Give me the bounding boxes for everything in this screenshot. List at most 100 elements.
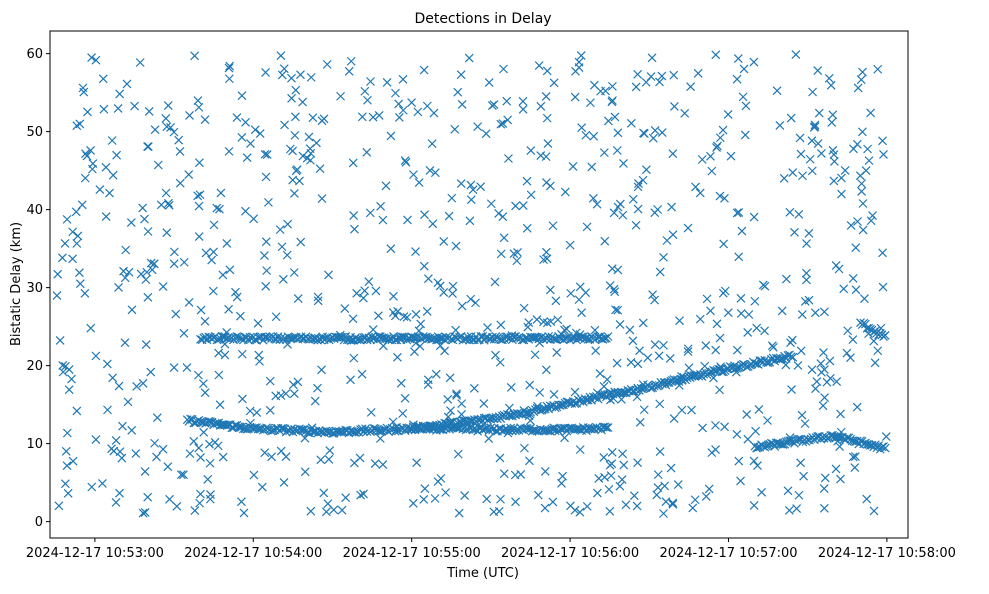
detection-marker	[193, 191, 203, 201]
detection-marker	[370, 459, 380, 469]
detection-marker	[58, 367, 68, 377]
detection-marker	[542, 178, 551, 187]
detection-marker	[460, 491, 470, 500]
detection-marker	[288, 427, 298, 437]
detection-marker	[261, 172, 271, 182]
detection-marker	[260, 149, 270, 159]
detection-marker	[697, 155, 707, 164]
detection-marker	[378, 215, 388, 225]
detection-marker	[142, 267, 152, 277]
detection-marker	[420, 484, 430, 494]
detection-marker	[599, 381, 609, 391]
detection-marker	[427, 139, 437, 149]
detection-marker	[196, 489, 205, 499]
detection-marker	[313, 296, 323, 306]
detection-marker	[549, 78, 559, 88]
detection-marker	[837, 173, 846, 183]
detection-marker	[398, 409, 408, 418]
y-tick-label: 0	[35, 515, 43, 530]
detection-marker	[592, 199, 602, 209]
detection-marker	[306, 72, 316, 82]
detection-marker	[826, 80, 836, 90]
x-axis-label: Time (UTC)	[446, 566, 519, 581]
detection-marker	[732, 74, 742, 84]
detection-marker	[562, 324, 572, 334]
detection-marker	[653, 470, 663, 480]
detection-marker	[632, 501, 642, 511]
detection-marker	[683, 223, 693, 233]
detection-marker	[374, 332, 384, 341]
detection-marker	[120, 338, 130, 348]
detection-marker	[610, 112, 620, 122]
detection-marker	[858, 199, 868, 208]
detection-marker	[344, 66, 354, 76]
detection-marker	[736, 476, 745, 486]
detection-marker	[521, 408, 530, 418]
detection-marker	[797, 410, 807, 420]
detection-marker	[360, 86, 370, 96]
detection-marker	[349, 353, 359, 363]
detection-marker	[422, 101, 432, 111]
detection-marker	[817, 367, 826, 377]
detection-marker	[779, 173, 789, 183]
detection-marker	[190, 51, 200, 61]
detection-marker	[650, 340, 660, 350]
detection-marker	[407, 98, 417, 107]
detection-marker	[796, 149, 806, 159]
detection-marker	[635, 346, 644, 356]
detection-marker	[340, 304, 350, 313]
y-tick-label: 20	[26, 359, 43, 374]
detection-marker	[277, 70, 287, 80]
detection-marker	[364, 277, 374, 287]
detection-marker	[210, 437, 220, 447]
detection-marker	[87, 164, 97, 174]
detection-marker	[156, 200, 166, 210]
detection-marker	[484, 78, 494, 87]
detection-marker	[783, 486, 793, 496]
detection-marker	[393, 307, 403, 316]
detection-marker	[62, 461, 72, 471]
detection-marker	[275, 225, 285, 235]
detection-marker	[655, 77, 664, 87]
detection-marker	[398, 74, 408, 84]
detection-marker	[863, 144, 872, 154]
detection-marker	[839, 284, 849, 294]
detection-marker	[373, 311, 383, 321]
y-axis-label: Bistatic Delay (km)	[9, 222, 24, 346]
detection-marker	[113, 104, 123, 113]
detection-marker	[669, 70, 679, 80]
detection-marker	[378, 460, 388, 470]
detection-marker	[163, 462, 173, 472]
detection-marker	[819, 484, 829, 494]
detection-marker	[655, 447, 665, 456]
detection-marker	[55, 336, 65, 345]
detection-marker	[143, 227, 153, 236]
detection-marker	[595, 369, 605, 378]
detection-marker	[448, 289, 457, 298]
detection-marker	[659, 252, 668, 262]
detection-marker	[499, 233, 509, 243]
detection-marker	[357, 369, 367, 379]
detection-marker	[610, 287, 620, 297]
detection-marker	[560, 187, 570, 197]
detection-marker	[687, 405, 696, 415]
detection-marker	[484, 434, 494, 443]
detection-marker	[542, 254, 552, 264]
detection-marker	[146, 258, 156, 268]
detection-marker	[194, 232, 204, 242]
detection-marker	[115, 447, 125, 457]
detection-marker	[802, 268, 811, 278]
detection-marker	[389, 291, 398, 301]
detection-marker	[165, 494, 174, 504]
detection-marker	[862, 494, 872, 504]
detection-marker	[422, 307, 432, 316]
detection-marker	[119, 266, 128, 276]
detection-marker	[215, 204, 224, 214]
detection-marker	[209, 220, 219, 230]
y-tick-label: 60	[26, 47, 43, 62]
detection-marker	[409, 170, 418, 180]
detection-marker	[62, 428, 72, 438]
detection-marker	[401, 157, 411, 167]
detection-marker	[498, 119, 508, 128]
detection-marker	[64, 365, 74, 374]
